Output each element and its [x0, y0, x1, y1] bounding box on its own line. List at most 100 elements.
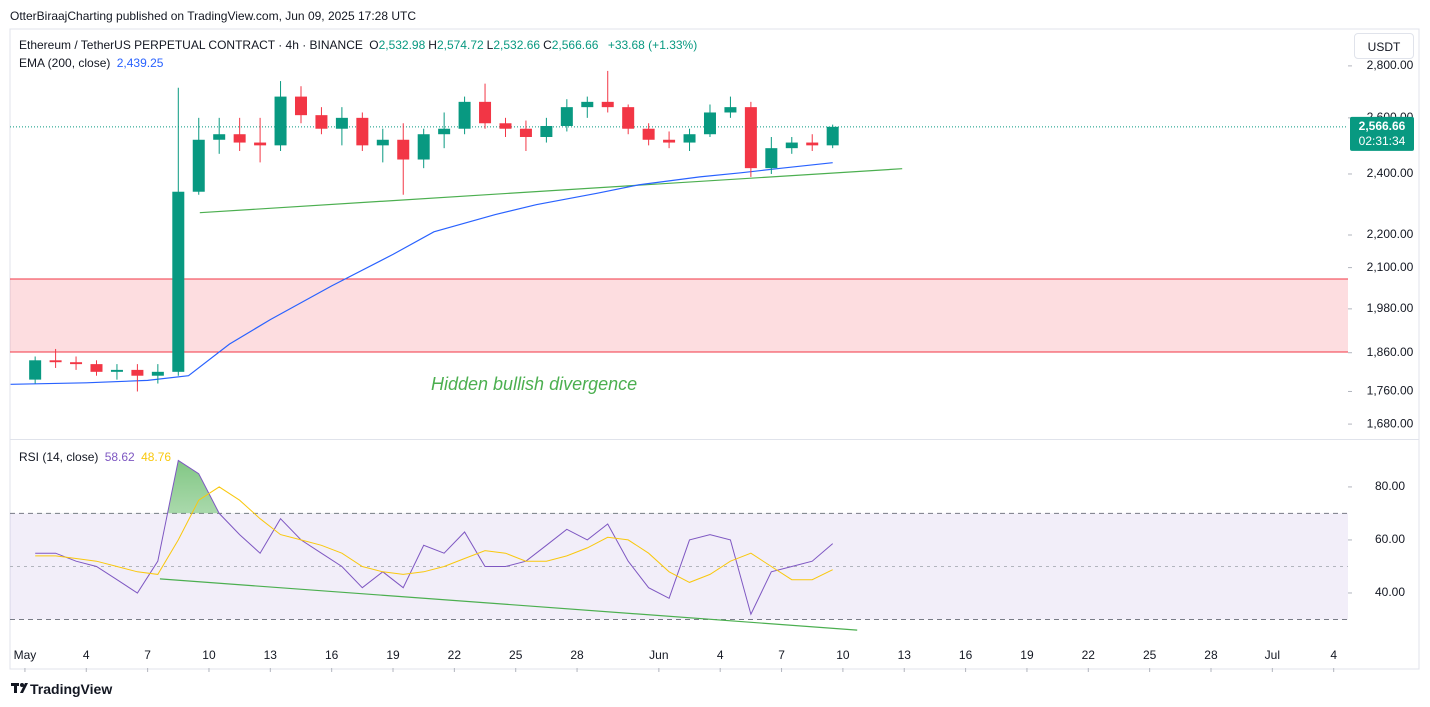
candle-body — [417, 134, 430, 160]
ema-name: EMA (200, close) — [19, 56, 111, 70]
candle-body — [131, 369, 144, 376]
x-tick-label: 7 — [778, 648, 785, 662]
candle-body — [806, 142, 819, 146]
candle-body — [274, 96, 287, 146]
candle-body — [683, 134, 696, 143]
x-tick-label: 22 — [448, 648, 462, 662]
x-tick-label: 19 — [1020, 648, 1034, 662]
candle-body — [540, 125, 553, 137]
x-tick-label: May — [14, 648, 37, 662]
y-tick-label: 2,800.00 — [1367, 58, 1414, 72]
candle-body — [254, 142, 267, 146]
ohlc-label: O — [369, 38, 379, 52]
y-tick-label: 1,680.00 — [1367, 416, 1414, 430]
ohlc-value: 2,532.98 — [378, 38, 426, 52]
trendline — [199, 168, 903, 214]
y-tick-label: 80.00 — [1375, 479, 1405, 493]
currency-button[interactable]: USDT — [1354, 33, 1414, 59]
x-tick-label: 16 — [959, 648, 973, 662]
x-tick-label: 28 — [570, 648, 584, 662]
candle-body — [499, 123, 512, 129]
candle-body — [335, 117, 348, 129]
candle-body — [315, 115, 328, 129]
y-tick-label: 2,100.00 — [1367, 260, 1414, 274]
symbol-legend: Ethereum / TetherUS PERPETUAL CONTRACT ·… — [19, 38, 700, 52]
logo — [11, 683, 28, 693]
ema-value: 2,439.25 — [116, 56, 164, 70]
candle-body — [765, 148, 778, 169]
candle-body — [581, 101, 594, 108]
candle-body — [90, 364, 103, 372]
candle-body — [622, 107, 635, 129]
footer-brand: TradingView — [30, 681, 113, 697]
x-tick-label: 7 — [144, 648, 151, 662]
rsi-ma-value: 48.76 — [141, 450, 172, 464]
rsi-title: RSI (14, close) — [19, 450, 99, 464]
annotation: Hidden bullish divergence — [431, 374, 638, 394]
x-tick-label: 4 — [83, 648, 90, 662]
x-tick-label: 22 — [1082, 648, 1096, 662]
rsi-band — [10, 513, 1348, 620]
ohlc: O2,532.98 H2,574.72 L2,532.66 C2,566.66 — [369, 38, 601, 52]
candle-body — [356, 117, 369, 146]
candle-body — [826, 126, 839, 146]
ohlc-label: L — [486, 38, 494, 52]
candle-body — [438, 128, 451, 135]
candle-body — [70, 362, 83, 365]
candle-body — [785, 142, 798, 149]
candle-body — [397, 139, 410, 160]
candle-body — [172, 191, 185, 372]
last-price-label: 2,566.66 — [1359, 119, 1406, 133]
ohlc-label: H — [428, 38, 437, 52]
candle-body — [49, 360, 62, 363]
y-tick-label: 1,980.00 — [1367, 301, 1414, 315]
ema-legend: EMA (200, close) 2,439.25 — [19, 56, 166, 70]
candle-body — [151, 371, 164, 376]
x-tick-label: Jul — [1265, 648, 1280, 662]
x-tick-label: 13 — [264, 648, 278, 662]
x-tick-label: 19 — [386, 648, 400, 662]
rsi-legend: RSI (14, close) 58.62 48.76 — [19, 450, 174, 464]
candle-body — [560, 107, 573, 126]
x-tick-label: 16 — [325, 648, 339, 662]
y-tick-label: 1,860.00 — [1367, 345, 1414, 359]
x-tick-label: 28 — [1204, 648, 1218, 662]
candle-body — [294, 96, 307, 116]
last-price-box — [1350, 116, 1414, 151]
candle-body — [724, 107, 737, 113]
x-tick-label: 25 — [509, 648, 523, 662]
x-tick-label: 13 — [898, 648, 912, 662]
candle-body — [601, 101, 614, 108]
candle-body — [192, 139, 205, 192]
change: +33.68 (+1.33%) — [607, 38, 698, 52]
candle-body — [29, 360, 42, 380]
candle-body — [110, 369, 123, 372]
symbol-title: Ethereum / TetherUS PERPETUAL CONTRACT ·… — [19, 38, 363, 52]
ema-line — [10, 162, 833, 385]
y-tick-label: 2,200.00 — [1367, 227, 1414, 241]
candle-body — [703, 112, 716, 135]
y-tick-label: 2,400.00 — [1367, 166, 1414, 180]
candle-body — [479, 101, 492, 124]
y-tick-label: 1,760.00 — [1367, 384, 1414, 398]
x-tick-label: 10 — [836, 648, 850, 662]
y-tick-label: 60.00 — [1375, 532, 1405, 546]
ohlc-value: 2,574.72 — [436, 38, 484, 52]
y-tick-label: 40.00 — [1375, 585, 1405, 599]
candle-body — [642, 128, 655, 140]
header: OtterBiraajCharting published on Trading… — [10, 9, 417, 23]
candle-body — [519, 128, 532, 137]
candle-body — [376, 139, 389, 146]
ohlc-value: 2,566.66 — [551, 38, 599, 52]
rsi-value: 58.62 — [104, 450, 135, 464]
x-tick-label: 25 — [1143, 648, 1157, 662]
x-tick-label: 4 — [1330, 648, 1337, 662]
countdown: 02:31:34 — [1359, 134, 1406, 148]
x-tick-label: 10 — [202, 648, 216, 662]
candle-body — [663, 139, 676, 143]
candle-body — [233, 134, 246, 143]
rsi-ma-line — [35, 486, 833, 583]
ohlc-value: 2,532.66 — [493, 38, 541, 52]
